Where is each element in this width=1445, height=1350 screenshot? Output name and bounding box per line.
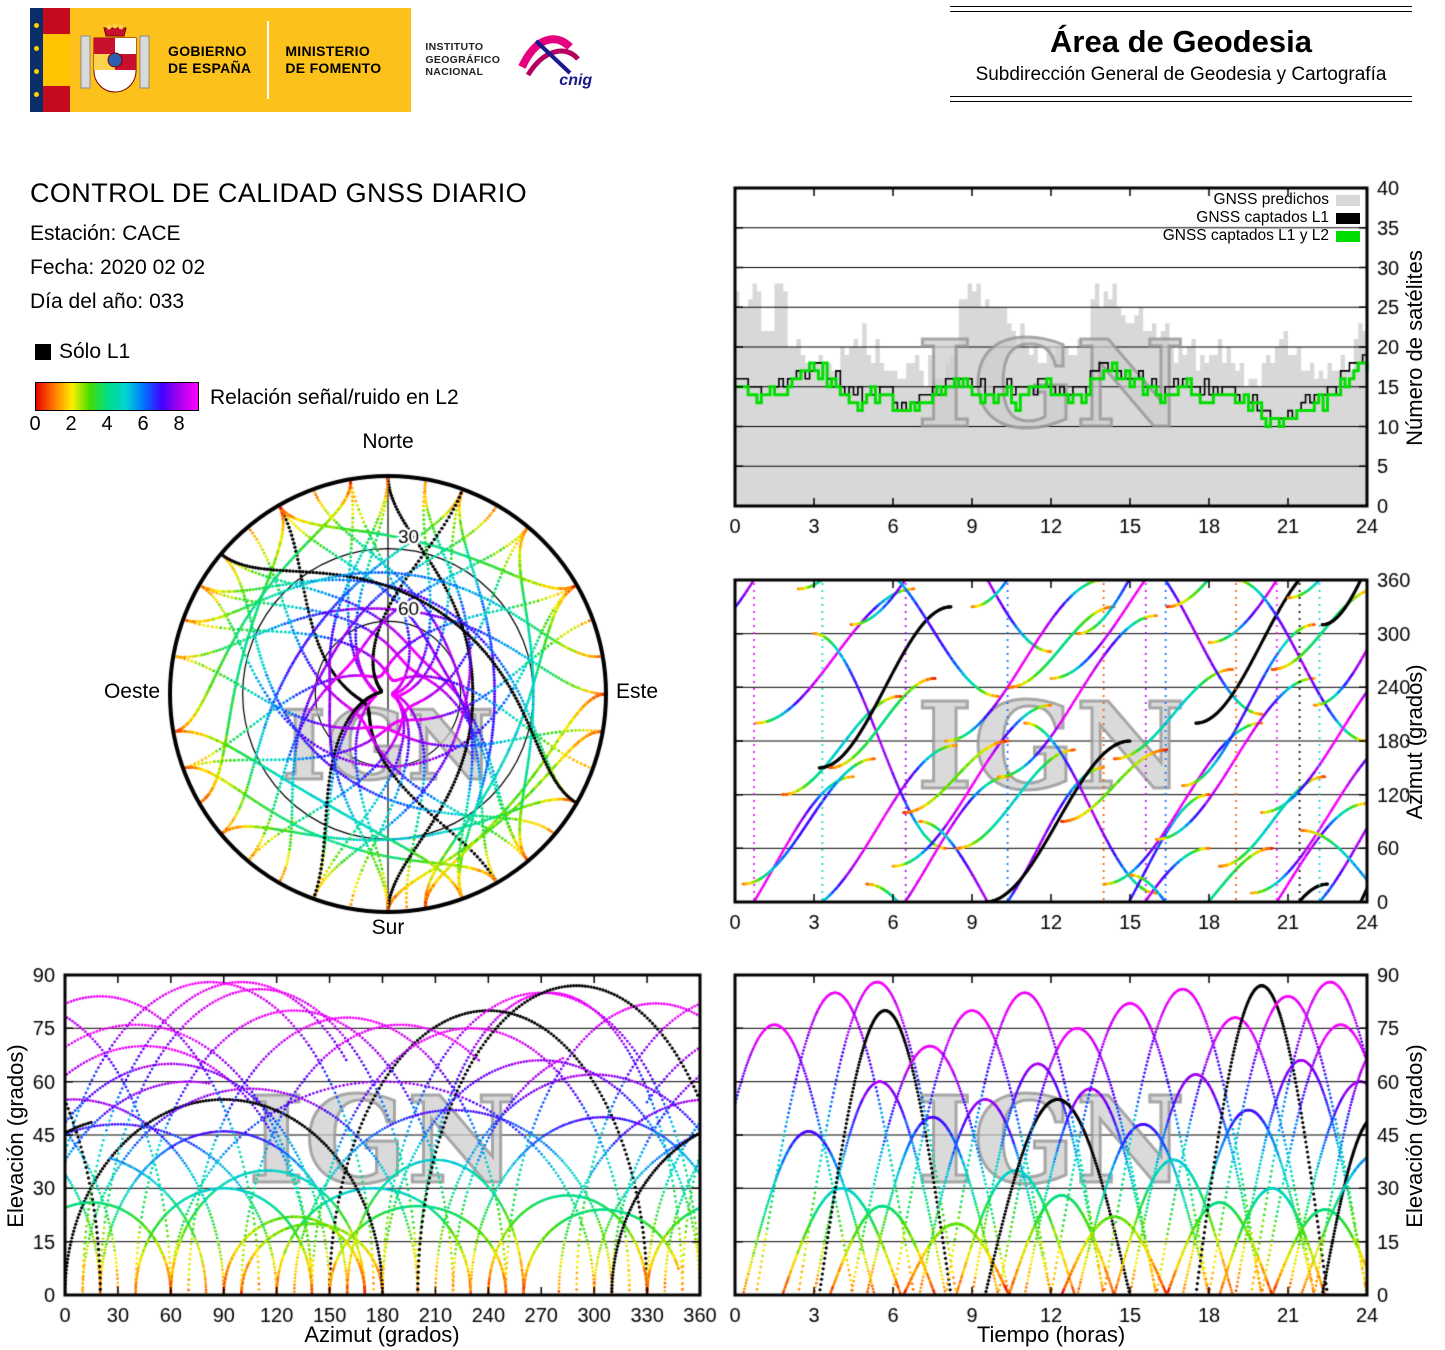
header-rule-top: [950, 6, 1412, 12]
sat-count-legend: GNSS predichos GNSS captados L1 GNSS cap…: [1048, 191, 1360, 245]
station-label: Estación: CACE: [30, 222, 181, 245]
header-rule-bottom: [950, 96, 1412, 102]
skyplot-canvas: [148, 452, 628, 932]
ministerio-label: MINISTERIO DE FOMENTO: [269, 43, 397, 78]
elev-azimuth-xlabel: Azimut (grados): [304, 1322, 460, 1347]
l1-only-legend: Sólo L1: [35, 340, 130, 364]
azimuth-time-chart-canvas: [700, 572, 1445, 932]
banner-divider: [267, 21, 270, 99]
cnig-logo: cnig: [510, 8, 597, 112]
legend-row-l1: GNSS captados L1: [1048, 209, 1360, 227]
area-subtitle: Subdirección General de Geodesia y Carto…: [975, 64, 1387, 85]
spain-flag-icon: [30, 8, 70, 112]
snr-tick-4: 4: [101, 413, 113, 435]
page-title: CONTROL DE CALIDAD GNSS DIARIO: [30, 178, 528, 208]
snr-colorbar: [35, 382, 199, 411]
gobierno-line2: DE ESPAÑA: [168, 60, 252, 76]
legend-row-l1l2: GNSS captados L1 y L2: [1048, 227, 1360, 245]
skyplot-north-label: Norte: [362, 430, 414, 453]
instituto-line1: INSTITUTO: [425, 41, 484, 54]
elev-time-chart-canvas: [700, 965, 1445, 1337]
instituto-line2: GEOGRÁFICO: [425, 53, 501, 66]
gobierno-label: GOBIERNO DE ESPAÑA: [152, 43, 267, 78]
snr-tick-0: 0: [29, 413, 41, 435]
cnig-logo-icon: [518, 35, 581, 77]
legend-swatch-predicted: [1336, 194, 1360, 206]
date-label: Fecha: 2020 02 02: [30, 256, 206, 279]
elev-time-ylabel: Elevación (grados): [1402, 1044, 1427, 1228]
l1-only-swatch: [35, 344, 51, 360]
government-header: GOBIERNO DE ESPAÑA MINISTERIO DE FOMENTO…: [30, 8, 597, 112]
ministry-banner: GOBIERNO DE ESPAÑA MINISTERIO DE FOMENTO: [70, 8, 412, 112]
elev-azimuth-chart-canvas: [20, 965, 730, 1337]
snr-tick-2: 2: [65, 413, 77, 435]
legend-swatch-l1: [1336, 212, 1360, 224]
gobierno-line1: GOBIERNO: [168, 42, 247, 59]
ministerio-line1: MINISTERIO: [285, 42, 371, 59]
legend-swatch-l1l2: [1336, 230, 1360, 242]
instituto-line3: NACIONAL: [425, 66, 484, 79]
l1-only-label: Sólo L1: [59, 340, 131, 363]
eu-stars-icon: [30, 8, 43, 112]
spain-coat-of-arms-icon: [80, 23, 150, 93]
skyplot-south-label: Sur: [371, 916, 405, 939]
snr-tick-6: 6: [137, 413, 149, 435]
ministerio-line2: DE FOMENTO: [285, 60, 382, 76]
sat-count-ylabel: Número de satélites: [1402, 250, 1427, 446]
legend-row-predicted: GNSS predichos: [1048, 191, 1360, 209]
elev-azimuth-ylabel: Elevación (grados): [3, 1044, 28, 1228]
geodesia-header: Área de Geodesia Subdirección General de…: [950, 6, 1412, 102]
sat-count-chart-canvas: [700, 180, 1445, 536]
elev-time-xlabel: Tiempo (horas): [976, 1322, 1126, 1347]
snr-label: Relación señal/ruido en L2: [210, 386, 459, 409]
snr-tick-8: 8: [173, 413, 185, 435]
day-of-year-label: Día del año: 033: [30, 290, 185, 313]
legend-label-l1: GNSS captados L1: [1196, 209, 1329, 226]
legend-label-l1l2: GNSS captados L1 y L2: [1162, 227, 1329, 244]
instituto-label: INSTITUTO GEOGRÁFICO NACIONAL: [411, 8, 511, 112]
area-title: Área de Geodesia: [1050, 24, 1312, 59]
spain-stripes-icon: [43, 8, 70, 112]
legend-label-predicted: GNSS predichos: [1213, 191, 1329, 208]
azimuth-time-ylabel: Azimut (grados): [1402, 664, 1427, 820]
skyplot-east-label: Este: [616, 680, 659, 703]
skyplot-west-label: Oeste: [103, 680, 160, 703]
cnig-label: cnig: [559, 72, 593, 89]
